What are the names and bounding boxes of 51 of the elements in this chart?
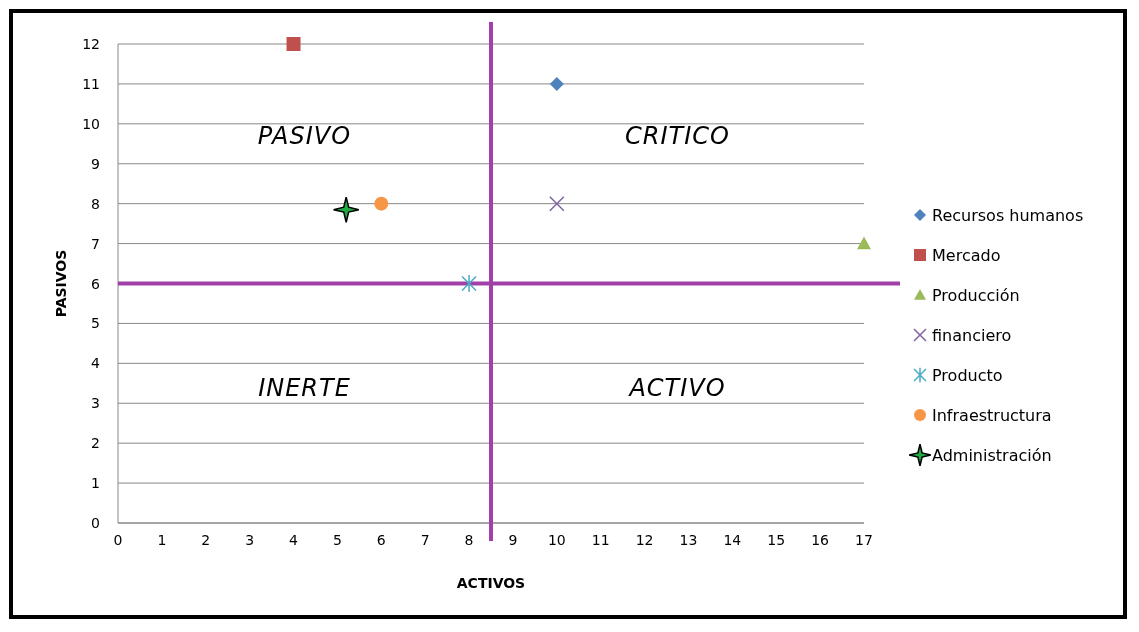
y-tick-label: 10: [82, 115, 100, 132]
x-tick-label: 7: [420, 532, 430, 548]
x-tick-label: 12: [635, 532, 654, 548]
x-tick-label: 8: [464, 532, 474, 548]
legend-label: financiero: [932, 326, 1012, 345]
point: [857, 236, 871, 250]
y-axis-title: PASIVOS: [53, 249, 69, 318]
x-tick-label: 9: [508, 532, 518, 548]
legend-label: Recursos humanos: [932, 206, 1084, 225]
x-tick-label: 14: [723, 532, 742, 548]
point: [549, 195, 565, 212]
y-tick-label: 0: [91, 515, 100, 531]
x-tick-label: 6: [376, 532, 386, 548]
x-tick-label: 4: [289, 532, 299, 548]
y-tick-label: 4: [91, 355, 101, 372]
x-tick-label: 10: [547, 532, 566, 548]
y-tick-label: 8: [91, 195, 100, 212]
y-tick-label: 7: [91, 235, 100, 252]
annotation: PASIVO: [257, 121, 352, 150]
y-tick-label: 12: [82, 36, 100, 52]
x-axis-title: ACTIVOS: [456, 575, 526, 591]
x-tick-label: 5: [332, 532, 342, 548]
y-tick-label: 11: [82, 75, 100, 92]
point: [461, 274, 477, 293]
point: [549, 76, 564, 91]
y-tick-label: 1: [91, 475, 100, 492]
x-tick-label: 0: [113, 532, 123, 548]
point: [374, 196, 389, 211]
x-tick-label: 15: [767, 532, 786, 548]
y-tick-label: 9: [91, 155, 100, 172]
x-tick-label: 17: [855, 532, 873, 548]
legend-label: Administración: [932, 446, 1052, 465]
legend-label: Producto: [932, 366, 1003, 385]
x-tick-label: 13: [679, 532, 698, 548]
x-tick-label: 11: [591, 532, 610, 548]
point: [286, 37, 301, 51]
legend-label: Mercado: [932, 246, 1001, 265]
x-tick-label: 1: [157, 532, 167, 548]
legend-label: Producción: [932, 286, 1020, 305]
annotation: ACTIVO: [627, 373, 726, 402]
annotation: CRITICO: [625, 121, 730, 150]
y-tick-label: 2: [91, 435, 100, 452]
annotation: INERTE: [258, 373, 351, 402]
legend-label: Infraestructura: [932, 406, 1052, 425]
y-tick-label: 6: [91, 275, 101, 292]
y-tick-label: 3: [91, 395, 100, 412]
x-tick-label: 3: [245, 532, 255, 548]
x-tick-label: 16: [811, 532, 830, 548]
x-tick-label: 2: [201, 532, 211, 548]
point: [332, 196, 360, 223]
y-tick-label: 5: [91, 315, 100, 332]
